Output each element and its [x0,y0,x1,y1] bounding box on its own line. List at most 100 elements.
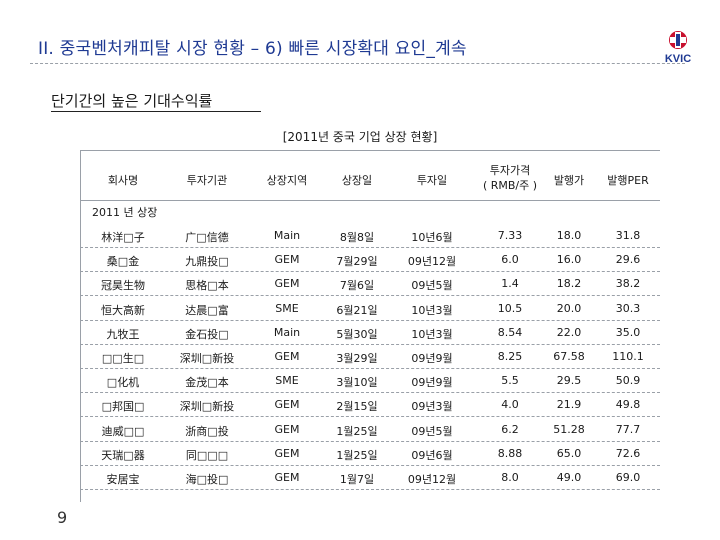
table-top-border [80,150,660,151]
table-cell: 6월21일 [336,303,378,317]
table-cell: 18.0 [556,229,582,242]
table-cell: 2월15일 [336,400,378,414]
table-cell: 迪威□□ [101,424,145,438]
table-cell: 思格□本 [185,279,229,293]
row-divider [80,271,660,272]
table-cell: 22.0 [556,325,582,339]
row-divider [80,465,660,466]
table-cell: GEM [274,471,300,484]
table-cell: 10년3월 [411,327,453,341]
table-cell: 8.88 [497,446,523,460]
column-header: 회사명 [107,174,139,187]
table-cell: 49.0 [556,471,582,484]
table-cell: 09년5월 [411,279,453,293]
table-cell: 同□□□ [185,448,229,462]
table-caption: [2011년 중국 기업 상장 현황] [282,130,438,144]
table-cell: 09년12월 [407,255,457,269]
table-cell: 10.5 [497,301,523,315]
table-cell: 65.0 [556,446,582,460]
table-cell: 09년3월 [411,400,453,414]
table-cell: 77.7 [615,422,641,436]
table-cell: 10년6월 [411,231,453,244]
table-cell: 恒大高新 [101,303,145,317]
table-cell: 桑□金 [106,255,140,269]
table-cell: GEM [274,350,300,363]
group-label: 2011 년 상장 [92,206,158,219]
column-header: 투자일 [416,174,448,187]
column-header: 투자가격 ( RMB/주 ) [482,164,538,192]
row-divider [80,295,660,296]
table-cell: 110.1 [612,350,644,363]
table-cell: 16.0 [556,253,582,267]
table-cell: 49.8 [615,398,641,412]
table-cell: 18.2 [556,277,582,291]
table-cell: 1.4 [501,277,519,291]
table-cell: 8월8일 [339,231,375,244]
table-cell: 3월10일 [336,376,378,390]
table-cell: 浙商□投 [185,424,229,438]
row-divider [80,392,660,393]
column-header: 발행가 [553,174,585,187]
page-number: 9 [57,508,68,527]
row-divider [80,320,660,321]
table-cell: 72.6 [615,446,641,460]
table-cell: 50.9 [615,374,641,388]
table-cell: GEM [274,398,300,412]
table-cell: 6.0 [501,253,519,267]
table-cell: SME [275,301,299,315]
table-cell: Main [273,325,301,339]
kvic-logo-icon: KVIC [665,31,691,65]
table-cell: 09년12월 [407,473,457,486]
table-cell: 林洋□子 [101,231,145,244]
ipo-table-frame [80,150,661,502]
column-header: 투자기관 [186,174,228,187]
table-cell: 1월25일 [336,448,378,462]
table-cell: 九鼎投□ [185,255,229,269]
table-cell: 金茂□本 [185,376,229,390]
table-cell: 1월7일 [339,473,375,486]
row-divider [80,344,660,345]
table-cell: 广□信德 [185,231,229,244]
table-cell: 10년3월 [411,303,453,317]
table-cell: SME [275,374,299,388]
table-cell: 67.58 [553,350,585,363]
table-cell: 69.0 [615,471,641,484]
table-cell: 8.54 [497,325,523,339]
table-cell: 8.25 [497,350,523,363]
slide-title: II. 중국벤처캐피탈 시장 현황 – 6) 빠른 시장확대 요인_계속 [38,39,467,59]
table-cell: 1월25일 [336,424,378,438]
table-cell: 冠昊生物 [101,279,145,293]
title-divider [30,63,685,64]
table-cell: 29.5 [556,374,582,388]
table-cell: 38.2 [615,277,641,291]
row-divider [80,441,660,442]
table-cell: Main [273,229,301,242]
slide-subtitle: 단기간의 높은 기대수익률 [51,92,213,110]
table-cell: 35.0 [615,325,641,339]
column-header: 상장지역 [266,174,308,187]
table-cell: 7월6일 [339,279,375,293]
table-cell: 九牧王 [106,327,140,341]
table-cell: GEM [274,422,300,436]
logo-text: KVIC [665,53,691,65]
header-divider [80,200,660,201]
table-cell: 达晨□富 [185,303,229,317]
subtitle-underline [51,111,261,112]
table-cell: 8.0 [501,471,519,484]
table-cell: 30.3 [615,301,641,315]
table-cell: 09년9월 [411,352,453,365]
table-cell: 金石投□ [185,327,229,341]
table-cell: 天瑞□器 [101,448,145,462]
table-cell: 安居宝 [106,473,140,486]
table-cell: 7.33 [497,229,523,242]
table-cell: □□生□ [101,352,145,365]
table-cell: □邦国□ [101,400,145,414]
table-cell: 5월30일 [336,327,378,341]
table-cell: 深圳□新投 [179,400,235,414]
table-cell: 深圳□新投 [179,352,235,365]
table-cell: 09년9월 [411,376,453,390]
table-cell: 31.8 [615,229,641,242]
table-cell: 3월29일 [336,352,378,365]
row-divider [80,489,660,490]
table-cell: 29.6 [615,253,641,267]
